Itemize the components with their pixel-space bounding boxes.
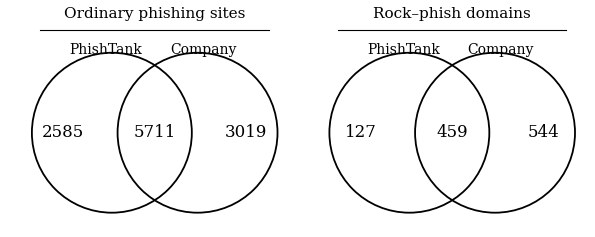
Text: 3019: 3019 <box>225 124 267 141</box>
Text: PhishTank: PhishTank <box>70 43 143 57</box>
Text: 2585: 2585 <box>42 124 84 141</box>
Text: Company: Company <box>170 43 236 57</box>
Text: 544: 544 <box>528 124 559 141</box>
Text: PhishTank: PhishTank <box>367 43 440 57</box>
Text: Company: Company <box>468 43 534 57</box>
Text: 127: 127 <box>345 124 377 141</box>
Text: Ordinary phishing sites: Ordinary phishing sites <box>64 7 245 21</box>
Text: 459: 459 <box>436 124 468 141</box>
Text: Rock–phish domains: Rock–phish domains <box>373 7 531 21</box>
Text: 5711: 5711 <box>133 124 176 141</box>
